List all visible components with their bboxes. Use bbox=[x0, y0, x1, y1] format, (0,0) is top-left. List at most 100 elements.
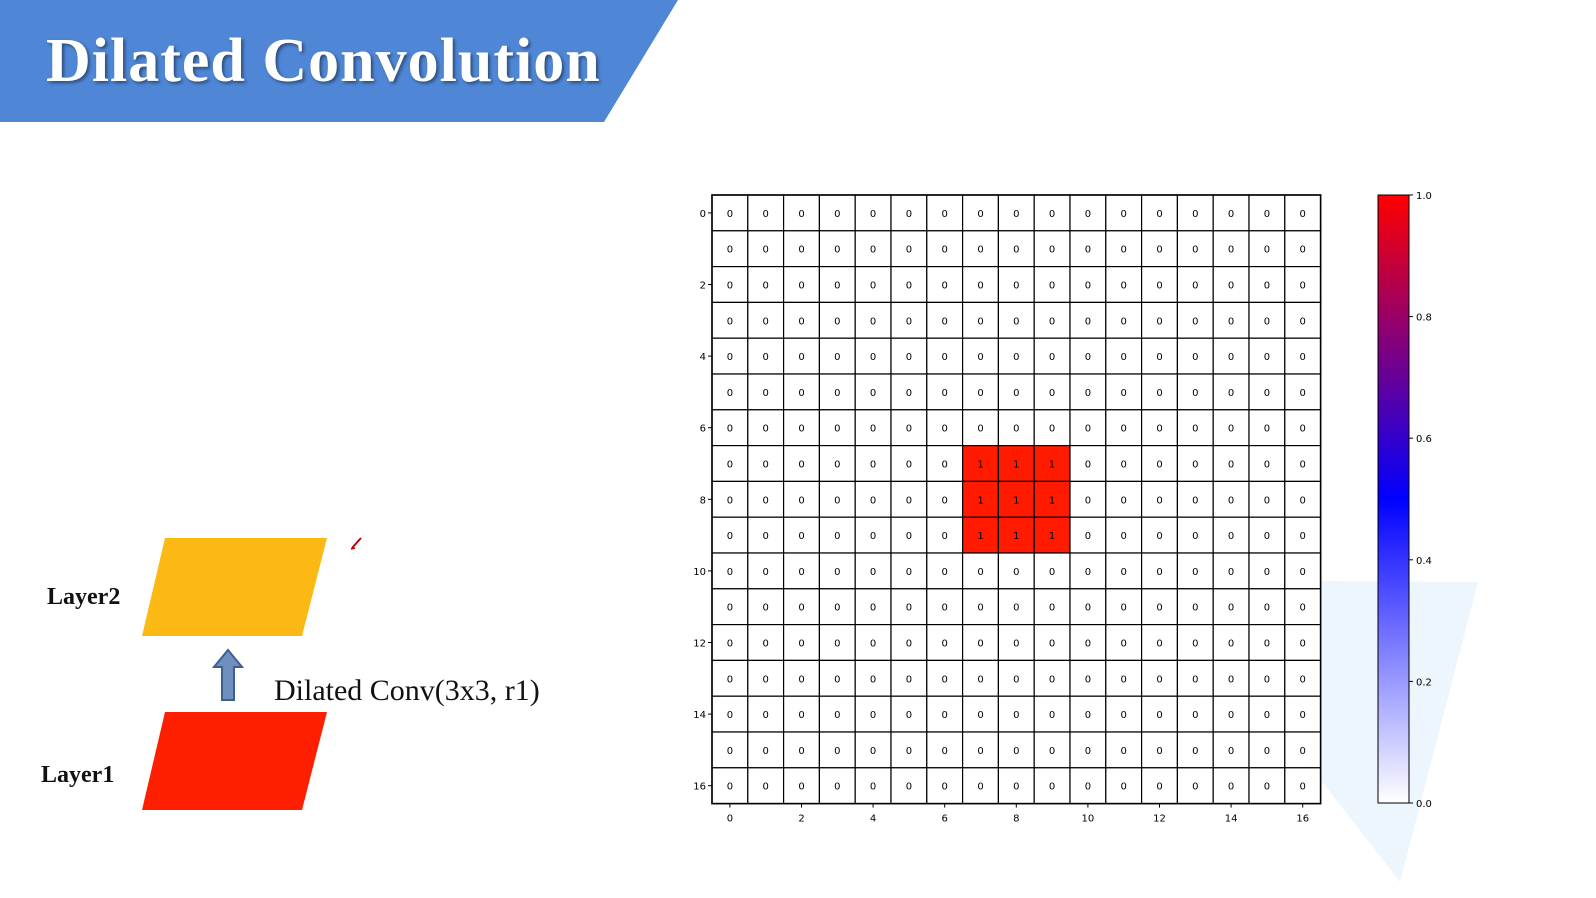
heatmap-cell-label: 0 bbox=[870, 460, 876, 471]
heatmap-cell bbox=[1105, 731, 1143, 769]
heatmap-cell bbox=[926, 373, 964, 411]
heatmap-cell-label: 0 bbox=[977, 424, 983, 435]
heatmap-cell-label: 0 bbox=[870, 603, 876, 614]
heatmap-cell-label: 0 bbox=[1049, 603, 1055, 614]
up-arrow-icon bbox=[211, 648, 245, 701]
heatmap-cell-label: 0 bbox=[763, 352, 769, 363]
heatmap-cell bbox=[997, 409, 1035, 447]
heatmap-cell-label: 0 bbox=[763, 281, 769, 292]
heatmap-cell bbox=[1284, 480, 1322, 518]
heatmap-cell-label: 0 bbox=[763, 316, 769, 327]
heatmap-cell-label: 0 bbox=[1228, 209, 1234, 220]
heatmap-cell-label: 0 bbox=[1049, 639, 1055, 650]
heatmap-cell bbox=[926, 337, 964, 375]
heatmap-cell-label: 0 bbox=[906, 460, 912, 471]
heatmap-cell-label: 0 bbox=[763, 209, 769, 220]
slide-title: Dilated Convolution bbox=[46, 27, 601, 95]
heatmap-cell-label: 0 bbox=[1228, 531, 1234, 542]
heatmap-cell bbox=[1248, 480, 1286, 518]
heatmap-cell-label: 0 bbox=[1192, 674, 1198, 685]
heatmap-cell-label: 0 bbox=[1156, 531, 1162, 542]
heatmap-cell-label: 0 bbox=[977, 567, 983, 578]
heatmap-cell-label: 0 bbox=[870, 495, 876, 506]
heatmap-cell-label: 0 bbox=[798, 245, 804, 256]
heatmap-cell bbox=[1141, 516, 1179, 554]
heatmap-cell-label: 0 bbox=[1300, 424, 1306, 435]
heatmap-cell-label: 0 bbox=[906, 746, 912, 757]
heatmap-cell bbox=[997, 230, 1035, 268]
heatmap-cell-label: 0 bbox=[1228, 746, 1234, 757]
heatmap-cell-label: 1 bbox=[1013, 495, 1019, 506]
heatmap-cell-label: 0 bbox=[834, 639, 840, 650]
diagram-shapes bbox=[142, 537, 362, 810]
heatmap-cell-label: 0 bbox=[1049, 746, 1055, 757]
heatmap-cell-label: 0 bbox=[1013, 388, 1019, 399]
heatmap-cell-label: 0 bbox=[1013, 281, 1019, 292]
heatmap-cell bbox=[1141, 480, 1179, 518]
heatmap-cell bbox=[854, 552, 892, 590]
dilated-conv-label: Dilated Conv(3x3, r1) bbox=[274, 674, 540, 707]
heatmap-cell bbox=[1069, 588, 1107, 626]
heatmap-cell bbox=[997, 659, 1035, 697]
heatmap-cell-label: 0 bbox=[1121, 388, 1127, 399]
colorbar-tick-label: 0.0 bbox=[1416, 799, 1432, 810]
heatmap-cell-label: 0 bbox=[1156, 352, 1162, 363]
heatmap-cell bbox=[818, 624, 856, 662]
heatmap-cell-label: 1 bbox=[977, 531, 983, 542]
layer2-label: Layer2 bbox=[47, 584, 121, 610]
heatmap-cell bbox=[1212, 659, 1250, 697]
heatmap-cell-label: 0 bbox=[1156, 567, 1162, 578]
heatmap-cell-label: 0 bbox=[1300, 603, 1306, 614]
y-tick-label: 4 bbox=[700, 352, 706, 363]
heatmap-cell-label: 0 bbox=[727, 782, 733, 793]
heatmap-cell-label: 0 bbox=[870, 567, 876, 578]
heatmap-cell-label: 0 bbox=[1300, 316, 1306, 327]
heatmap-cell bbox=[890, 767, 928, 805]
heatmap-cell-label: 0 bbox=[870, 209, 876, 220]
heatmap-cell-label: 0 bbox=[1156, 245, 1162, 256]
heatmap-cell-label: 0 bbox=[1121, 567, 1127, 578]
heatmap-cell-label: 0 bbox=[870, 424, 876, 435]
heatmap-cell-label: 0 bbox=[798, 424, 804, 435]
heatmap-cell-label: 0 bbox=[834, 209, 840, 220]
heatmap-cell bbox=[1176, 194, 1214, 232]
heatmap-cell-label: 0 bbox=[1085, 424, 1091, 435]
heatmap-cell-label: 0 bbox=[870, 316, 876, 327]
heatmap-cell-label: 0 bbox=[834, 674, 840, 685]
heatmap-cell-label: 0 bbox=[1085, 674, 1091, 685]
heatmap-cell-label: 0 bbox=[1228, 782, 1234, 793]
heatmap-cell-label: 0 bbox=[977, 352, 983, 363]
heatmap-cell bbox=[962, 445, 1000, 483]
heatmap-cell-label: 0 bbox=[1049, 209, 1055, 220]
heatmap-cell-label: 0 bbox=[1121, 531, 1127, 542]
heatmap-cell-label: 0 bbox=[834, 531, 840, 542]
heatmap-cell-label: 0 bbox=[1264, 746, 1270, 757]
heatmap-cell bbox=[1284, 516, 1322, 554]
heatmap-cell-label: 0 bbox=[1300, 782, 1306, 793]
heatmap-cell-label: 0 bbox=[1156, 316, 1162, 327]
x-tick-label: 6 bbox=[942, 814, 948, 825]
heatmap-cell-label: 0 bbox=[977, 603, 983, 614]
heatmap-cell-label: 0 bbox=[1192, 209, 1198, 220]
heatmap-cell-label: 0 bbox=[1156, 460, 1162, 471]
heatmap-cell bbox=[1248, 194, 1286, 232]
heatmap-cell-label: 0 bbox=[1085, 746, 1091, 757]
heatmap-cell-label: 0 bbox=[1192, 316, 1198, 327]
heatmap-cell bbox=[962, 731, 1000, 769]
heatmap-cell bbox=[1284, 588, 1322, 626]
y-tick-label: 6 bbox=[700, 424, 706, 435]
heatmap-cell bbox=[782, 731, 820, 769]
heatmap-cell-label: 0 bbox=[763, 710, 769, 721]
heatmap-cell bbox=[997, 480, 1035, 518]
heatmap-cell-label: 0 bbox=[1300, 209, 1306, 220]
heatmap-cell bbox=[1284, 767, 1322, 805]
heatmap-cell bbox=[1069, 337, 1107, 375]
heatmap-cell-label: 0 bbox=[1121, 424, 1127, 435]
heatmap-cell-label: 0 bbox=[1192, 281, 1198, 292]
heatmap-cell-label: 0 bbox=[1013, 710, 1019, 721]
heatmap-cell-label: 0 bbox=[763, 639, 769, 650]
heatmap-cell-label: 0 bbox=[1192, 352, 1198, 363]
heatmap-cell-label: 0 bbox=[1121, 782, 1127, 793]
heatmap-cell-label: 0 bbox=[1228, 567, 1234, 578]
heatmap-cell bbox=[747, 659, 785, 697]
